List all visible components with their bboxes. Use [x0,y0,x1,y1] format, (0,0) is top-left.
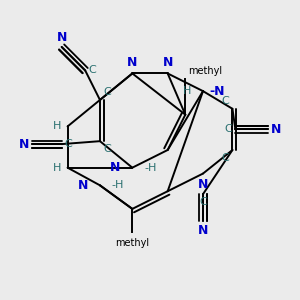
Text: N: N [198,224,208,237]
Text: C: C [103,144,111,154]
Text: C: C [199,197,207,207]
Text: C: C [222,153,230,163]
Text: C: C [103,87,111,97]
Text: H: H [53,122,62,131]
Text: N: N [127,56,137,69]
Text: N: N [78,179,88,192]
Text: N: N [271,123,281,136]
Text: C: C [64,139,72,149]
Text: -N: -N [209,85,224,98]
Text: H: H [53,163,62,173]
Text: -H: -H [144,163,157,173]
Text: -H: -H [112,180,124,190]
Text: C: C [225,124,232,134]
Text: H: H [183,86,191,96]
Text: methyl: methyl [115,238,149,248]
Text: N: N [110,161,121,174]
Text: C: C [222,96,230,106]
Text: methyl: methyl [188,66,222,76]
Text: N: N [163,56,173,69]
Text: N: N [19,138,29,151]
Text: N: N [56,31,67,44]
Text: N: N [198,178,208,191]
Text: C: C [88,65,96,76]
